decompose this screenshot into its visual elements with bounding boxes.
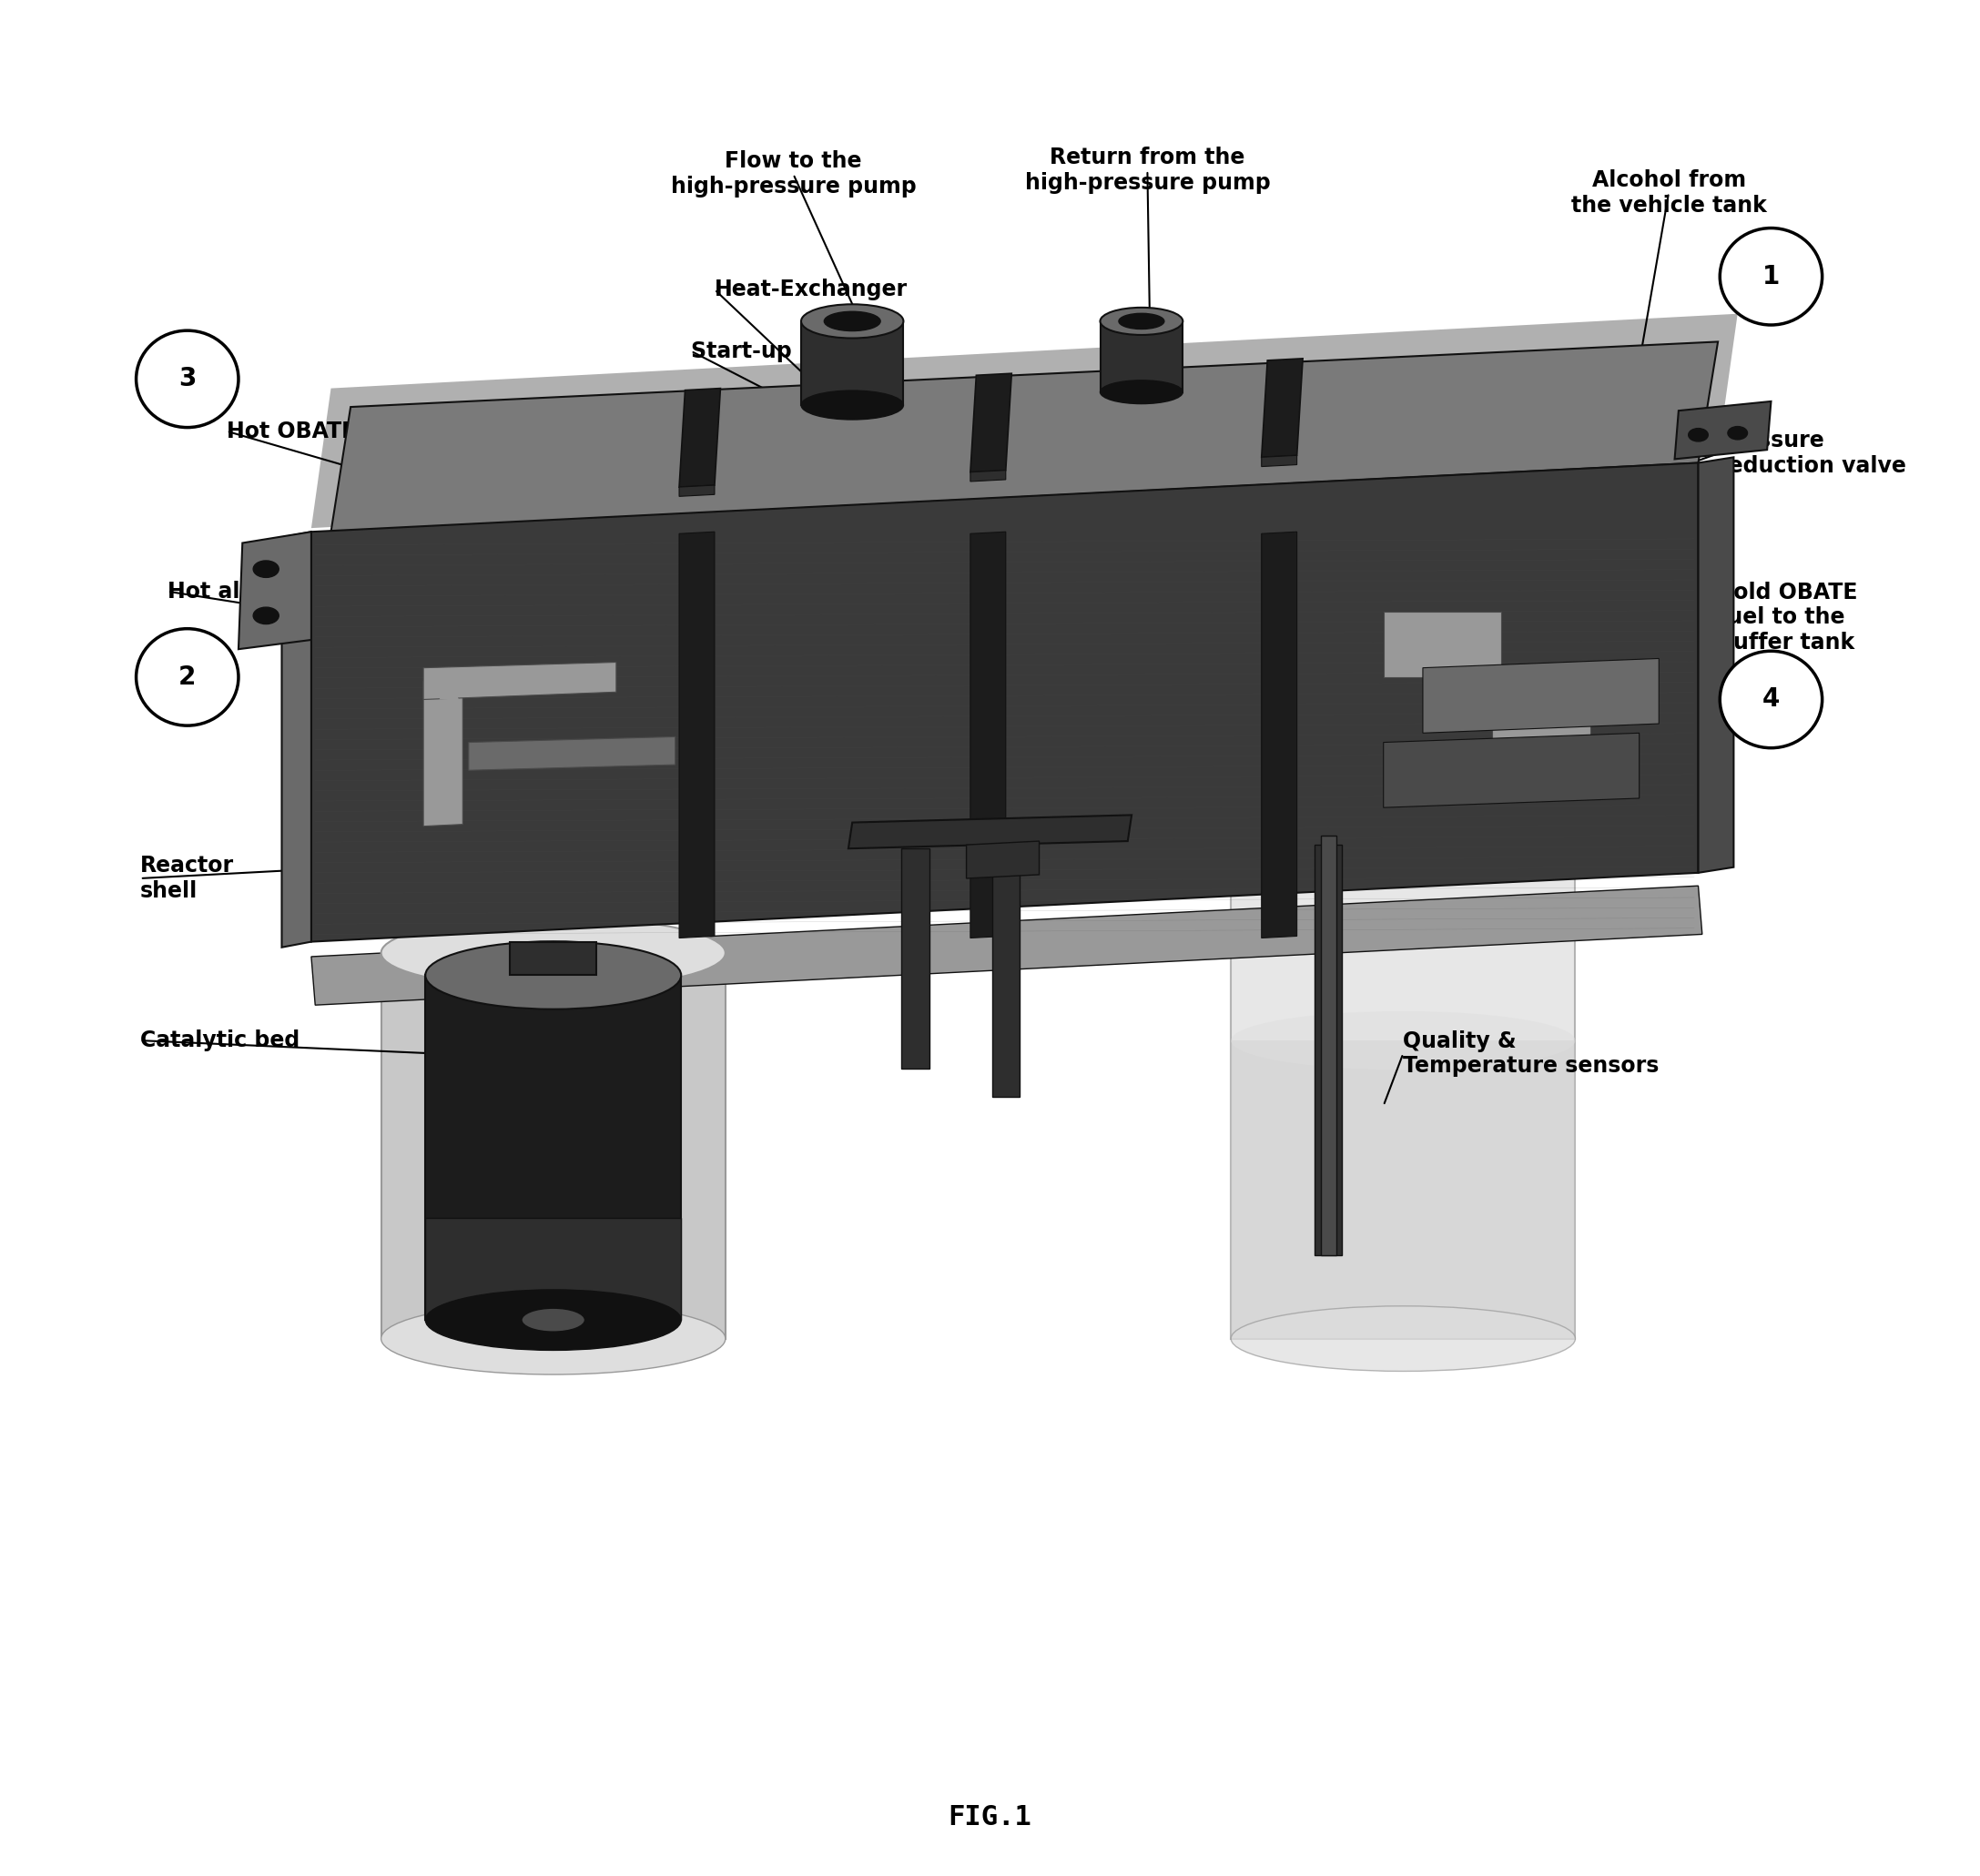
Polygon shape xyxy=(1261,358,1303,458)
Text: Buffer tank: Buffer tank xyxy=(1570,775,1709,795)
Ellipse shape xyxy=(802,304,903,338)
Ellipse shape xyxy=(521,1308,586,1332)
Polygon shape xyxy=(238,531,311,649)
Polygon shape xyxy=(679,486,715,497)
Text: Heat-Exchanger: Heat-Exchanger xyxy=(715,280,907,300)
Text: Alcohol from
the vehicle tank: Alcohol from the vehicle tank xyxy=(1570,169,1766,216)
Polygon shape xyxy=(1675,401,1770,460)
Text: Start-up heater: Start-up heater xyxy=(691,340,879,362)
Polygon shape xyxy=(1384,612,1501,677)
Polygon shape xyxy=(970,373,1012,473)
Polygon shape xyxy=(281,531,311,947)
Text: Return from the
high-pressure pump: Return from the high-pressure pump xyxy=(1024,146,1271,193)
Polygon shape xyxy=(440,734,459,752)
Text: Flow to the
high-pressure pump: Flow to the high-pressure pump xyxy=(671,150,917,197)
Circle shape xyxy=(1721,229,1822,325)
Bar xyxy=(901,848,929,1069)
Polygon shape xyxy=(311,885,1703,1006)
Polygon shape xyxy=(1232,822,1576,1339)
Polygon shape xyxy=(511,942,596,976)
Ellipse shape xyxy=(1232,786,1576,859)
Polygon shape xyxy=(469,737,675,771)
Text: FIG.1: FIG.1 xyxy=(948,1805,1032,1831)
Ellipse shape xyxy=(426,1289,681,1351)
Ellipse shape xyxy=(802,390,903,420)
Polygon shape xyxy=(440,681,459,700)
Circle shape xyxy=(1721,651,1822,749)
Polygon shape xyxy=(426,976,681,1321)
Text: 3: 3 xyxy=(178,366,196,392)
Polygon shape xyxy=(380,953,725,1339)
Text: Hot OBATE: Hot OBATE xyxy=(226,420,356,443)
Polygon shape xyxy=(1261,456,1297,467)
Polygon shape xyxy=(1101,321,1182,392)
Polygon shape xyxy=(1384,734,1639,807)
Polygon shape xyxy=(331,341,1719,531)
Polygon shape xyxy=(679,531,715,938)
Ellipse shape xyxy=(1101,381,1182,403)
Polygon shape xyxy=(1491,687,1590,743)
Polygon shape xyxy=(426,1218,681,1321)
Polygon shape xyxy=(1424,658,1659,734)
Bar xyxy=(992,848,1020,1096)
Polygon shape xyxy=(424,677,463,825)
Circle shape xyxy=(137,628,238,726)
Ellipse shape xyxy=(1119,313,1164,328)
Ellipse shape xyxy=(253,608,279,625)
Text: Hot alcohol: Hot alcohol xyxy=(168,580,305,602)
Ellipse shape xyxy=(1232,1011,1576,1069)
Text: 4: 4 xyxy=(1762,687,1780,713)
Text: Level sensor: Level sensor xyxy=(1428,715,1580,737)
Ellipse shape xyxy=(1101,308,1182,336)
Text: Quality &
Temperature sensors: Quality & Temperature sensors xyxy=(1404,1030,1659,1077)
Polygon shape xyxy=(970,531,1006,938)
Text: Cold OBATE
fuel to the
buffer tank: Cold OBATE fuel to the buffer tank xyxy=(1719,582,1857,653)
Polygon shape xyxy=(1699,458,1734,872)
Polygon shape xyxy=(1232,1041,1576,1339)
Text: 1: 1 xyxy=(1762,265,1780,289)
Ellipse shape xyxy=(380,1302,725,1375)
Polygon shape xyxy=(966,840,1040,878)
Ellipse shape xyxy=(426,942,681,1009)
Polygon shape xyxy=(1261,531,1297,938)
Polygon shape xyxy=(440,707,459,726)
Polygon shape xyxy=(802,321,903,405)
Text: Reactor
shell: Reactor shell xyxy=(141,855,234,902)
Ellipse shape xyxy=(1689,428,1709,441)
Ellipse shape xyxy=(1729,426,1748,439)
Ellipse shape xyxy=(253,561,279,578)
Polygon shape xyxy=(679,388,721,488)
Ellipse shape xyxy=(824,311,881,330)
Ellipse shape xyxy=(380,917,725,989)
Polygon shape xyxy=(847,814,1133,848)
Text: Support plate: Support plate xyxy=(832,771,998,792)
Circle shape xyxy=(137,330,238,428)
Ellipse shape xyxy=(1232,1306,1576,1371)
Text: 2: 2 xyxy=(178,664,196,690)
Text: Pressure
reduction valve: Pressure reduction valve xyxy=(1719,430,1907,477)
Polygon shape xyxy=(311,463,1699,942)
Polygon shape xyxy=(311,313,1738,527)
Bar xyxy=(1315,844,1342,1255)
Polygon shape xyxy=(424,662,616,700)
Bar xyxy=(1321,835,1337,1255)
Polygon shape xyxy=(970,471,1006,482)
Text: Catalytic bed: Catalytic bed xyxy=(141,1030,299,1051)
